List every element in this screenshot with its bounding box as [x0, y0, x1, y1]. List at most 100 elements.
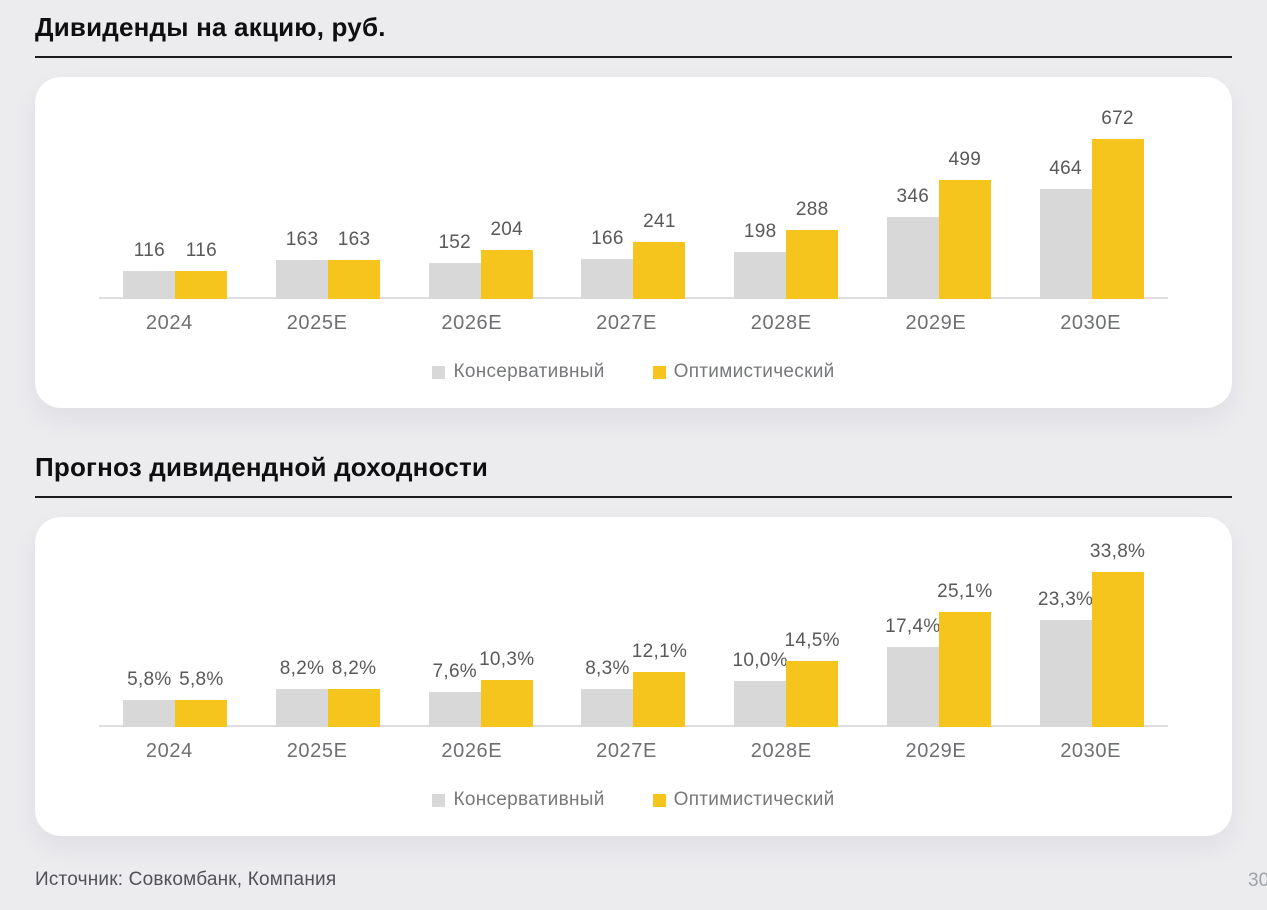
- bar-optimistic: 241: [633, 211, 686, 299]
- bar-value-label: 23,3%: [1037, 589, 1094, 611]
- bar-conservative: 8,2%: [276, 658, 329, 727]
- category-group: 163 163: [276, 139, 381, 299]
- bar-pair: 8,3% 12,1%: [581, 572, 687, 727]
- bar-value-label: 5,8%: [179, 669, 224, 691]
- category-group: 116 116: [123, 139, 228, 299]
- bar-conservative: 8,3%: [581, 658, 634, 727]
- legend-item-conservative: Консервативный: [432, 789, 604, 811]
- bar-value-label: 25,1%: [937, 580, 993, 602]
- bar-optimistic: 5,8%: [175, 669, 228, 727]
- legend-item-optimistic: Оптимистический: [652, 361, 835, 383]
- bar-value-label: 7,6%: [432, 661, 478, 683]
- legend-label: Оптимистический: [673, 789, 835, 810]
- chart-section-dividends-per-share: Дивиденды на акцию, руб. 116 116 163 163 152…: [35, 0, 1232, 408]
- chart-legend: Консервативный Оптимистический: [99, 361, 1168, 383]
- x-axis-label: 2030E: [1060, 312, 1122, 334]
- category-group: 5,8% 5,8%: [123, 572, 228, 727]
- x-axis-label: 2027E: [596, 740, 657, 762]
- bar-pair: 346 499: [886, 139, 991, 299]
- bar-pair: 464 672: [1039, 108, 1144, 299]
- bar-value-label: 204: [490, 219, 524, 241]
- bar-conservative: 17,4%: [885, 616, 940, 727]
- bar-value-label: 499: [948, 149, 982, 171]
- bar-conservative: 166: [581, 228, 634, 299]
- bar-pair: 152 204: [428, 139, 533, 299]
- bar-value-label: 241: [643, 210, 676, 232]
- bar-optimistic: 25,1%: [937, 581, 992, 727]
- bar-value-label: 8,2%: [279, 658, 325, 680]
- x-axis-label: 2025E: [286, 312, 348, 334]
- bar-conservative: 116: [123, 240, 176, 299]
- legend-label: Консервативный: [453, 361, 605, 382]
- bar-optimistic: 672: [1091, 108, 1144, 299]
- title-underline-rule: [35, 496, 1232, 498]
- bar-value-label: 10,3%: [479, 648, 535, 670]
- x-axis-label: 2030E: [1060, 740, 1122, 762]
- chart-card: 5,8% 5,8% 8,2% 8,2% 7,6% 10,3% 8,3% 12,1% 10,0% 1…: [35, 517, 1232, 836]
- bar-conservative: 23,3%: [1038, 589, 1093, 727]
- bar-pair: 23,3% 33,8%: [1038, 541, 1145, 727]
- bar-value-label: 198: [743, 220, 777, 242]
- x-axis-label: 2024: [145, 312, 193, 334]
- bar-optimistic: 163: [328, 229, 381, 299]
- source-text: Источник: Совкомбанк, Компания: [35, 869, 337, 890]
- bar-value-label: 33,8%: [1089, 541, 1146, 562]
- bar-value-label: 116: [133, 240, 165, 262]
- bar-pair: 166 241: [581, 139, 686, 299]
- category-group: 346 499: [886, 139, 991, 299]
- x-axis-labels-row: 2024 2025E 2026E 2027E 2028E 2029E 2030E: [99, 740, 1168, 763]
- x-axis-label: 2029E: [905, 312, 967, 334]
- conservative-swatch-icon: [432, 365, 446, 379]
- category-group: 7,6% 10,3%: [428, 572, 535, 727]
- bar-value-label: 10,0%: [732, 650, 788, 672]
- bar-value-label: 163: [337, 229, 371, 251]
- bar-value-label: 8,2%: [331, 658, 377, 680]
- x-axis-label: 2025E: [286, 740, 348, 762]
- x-axis-label: 2029E: [905, 740, 967, 762]
- bar-optimistic: 499: [938, 149, 991, 299]
- bar-value-label: 152: [438, 231, 472, 253]
- bar-value-label: 672: [1101, 108, 1134, 129]
- category-group: 464 672: [1039, 108, 1144, 299]
- category-group: 198 288: [734, 139, 839, 299]
- bar-optimistic: 12,1%: [632, 641, 687, 727]
- bar-conservative: 5,8%: [123, 669, 176, 727]
- conservative-swatch-icon: [432, 793, 446, 807]
- bar-optimistic: 116: [175, 240, 228, 299]
- bar-pair: 17,4% 25,1%: [885, 572, 992, 727]
- optimistic-swatch-icon: [652, 793, 666, 807]
- plot-area: 5,8% 5,8% 8,2% 8,2% 7,6% 10,3% 8,3% 12,1% 10,0% 1…: [99, 541, 1168, 727]
- bar-optimistic: 288: [786, 199, 839, 299]
- page-footer: Источник: Совкомбанк, Компания 30: [35, 869, 1267, 891]
- bar-value-label: 163: [285, 229, 319, 251]
- category-group: 17,4% 25,1%: [885, 572, 992, 727]
- title-underline-rule: [35, 56, 1232, 58]
- bar-pair: 8,2% 8,2%: [276, 572, 381, 727]
- bar-value-label: 464: [1049, 157, 1082, 179]
- category-group: 152 204: [428, 139, 533, 299]
- category-group: 166 241: [581, 139, 686, 299]
- category-group: 8,3% 12,1%: [581, 572, 687, 727]
- bar-value-label: 8,3%: [585, 657, 630, 679]
- legend-label: Оптимистический: [673, 361, 835, 382]
- bar-value-label: 17,4%: [885, 616, 941, 638]
- bar-conservative: 10,0%: [732, 650, 788, 727]
- x-axis-labels-row: 2024 2025E 2026E 2027E 2028E 2029E 2030E: [99, 312, 1168, 335]
- x-axis-label: 2027E: [596, 312, 657, 334]
- bar-conservative: 163: [276, 229, 329, 299]
- x-axis-label: 2028E: [750, 740, 812, 762]
- x-axis-label: 2028E: [750, 312, 812, 334]
- bar-value-label: 288: [795, 199, 829, 221]
- bar-value-label: 346: [896, 185, 930, 207]
- bar-optimistic: 33,8%: [1090, 541, 1145, 727]
- x-axis-label: 2026E: [441, 740, 503, 762]
- legend-item-conservative: Консервативный: [432, 361, 604, 383]
- bar-optimistic: 14,5%: [784, 630, 840, 727]
- bar-pair: 5,8% 5,8%: [123, 572, 228, 727]
- bar-value-label: 116: [185, 240, 217, 262]
- bar-conservative: 152: [428, 232, 481, 299]
- chart-card: 116 116 163 163 152 204 166 241 198 288 346 499 464 6…: [35, 77, 1232, 408]
- category-group: 10,0% 14,5%: [732, 572, 840, 727]
- bar-pair: 7,6% 10,3%: [428, 572, 535, 727]
